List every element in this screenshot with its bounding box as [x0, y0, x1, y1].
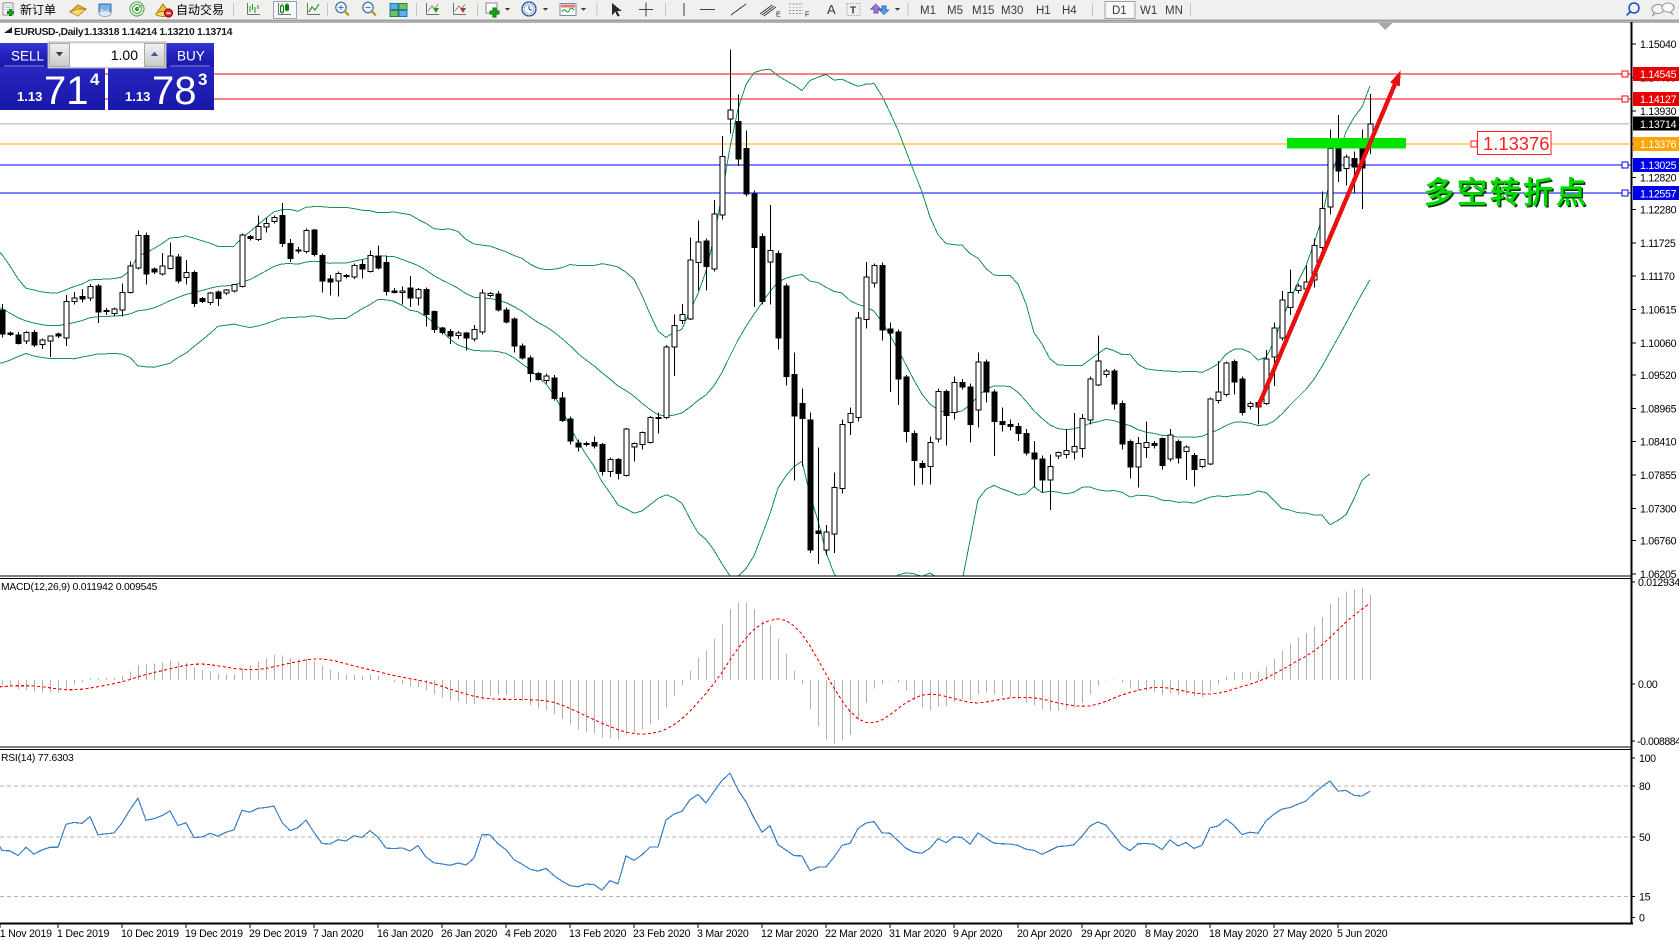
svg-text:1 Dec 2019: 1 Dec 2019 — [57, 928, 109, 940]
svg-text:1.10060: 1.10060 — [1640, 338, 1677, 350]
svg-text:SELL: SELL — [11, 49, 45, 64]
svg-text:18 May 2020: 18 May 2020 — [1209, 928, 1268, 940]
svg-text:MN: MN — [1165, 5, 1183, 17]
svg-text:1.11725: 1.11725 — [1640, 238, 1676, 250]
svg-text:1.08410: 1.08410 — [1640, 437, 1677, 449]
svg-text:1.00: 1.00 — [111, 47, 138, 63]
svg-text:E: E — [776, 12, 781, 19]
svg-text:78: 78 — [152, 69, 197, 113]
svg-text:1.13: 1.13 — [125, 89, 150, 104]
svg-text:0: 0 — [1639, 913, 1645, 925]
svg-text:15: 15 — [1639, 892, 1651, 904]
svg-text:19 Dec 2019: 19 Dec 2019 — [185, 928, 243, 940]
svg-text:自动交易: 自动交易 — [176, 2, 224, 17]
svg-text:1.06205: 1.06205 — [1640, 569, 1677, 581]
svg-text:A: A — [827, 2, 836, 17]
svg-text:BUY: BUY — [177, 49, 205, 64]
svg-text:-0.008884: -0.008884 — [1637, 736, 1679, 748]
svg-text:新订单: 新订单 — [20, 2, 56, 17]
svg-text:1.12557: 1.12557 — [1640, 188, 1677, 200]
svg-text:M5: M5 — [947, 5, 963, 17]
svg-text:EURUSD-,Daily: EURUSD-,Daily — [14, 27, 84, 38]
svg-text:3 Mar 2020: 3 Mar 2020 — [697, 928, 749, 940]
svg-text:0.012934: 0.012934 — [1638, 577, 1679, 589]
svg-text:5 Jun 2020: 5 Jun 2020 — [1337, 928, 1388, 940]
svg-text:W1: W1 — [1140, 5, 1157, 17]
svg-text:29 Apr 2020: 29 Apr 2020 — [1081, 928, 1136, 940]
svg-text:3: 3 — [198, 70, 207, 89]
svg-text:8 May 2020: 8 May 2020 — [1145, 928, 1199, 940]
svg-text:1.09520: 1.09520 — [1640, 370, 1677, 382]
svg-text:T: T — [850, 6, 856, 17]
svg-text:21 Nov 2019: 21 Nov 2019 — [0, 928, 52, 940]
svg-text:1.06760: 1.06760 — [1640, 536, 1677, 548]
svg-text:1.13318 1.14214 1.13210 1.1371: 1.13318 1.14214 1.13210 1.13714 — [84, 27, 233, 38]
svg-text:26 Jan 2020: 26 Jan 2020 — [441, 928, 497, 940]
svg-text:16 Jan 2020: 16 Jan 2020 — [377, 928, 433, 940]
svg-text:RSI(14) 77.6303: RSI(14) 77.6303 — [1, 753, 74, 764]
svg-text:1.15040: 1.15040 — [1640, 39, 1677, 51]
svg-text:7 Jan 2020: 7 Jan 2020 — [313, 928, 364, 940]
svg-text:1.14545: 1.14545 — [1640, 69, 1677, 81]
svg-text:M30: M30 — [1001, 5, 1023, 17]
svg-text:20 Apr 2020: 20 Apr 2020 — [1017, 928, 1072, 940]
svg-text:多空转折点: 多空转折点 — [1424, 177, 1589, 210]
svg-text:13 Feb 2020: 13 Feb 2020 — [569, 928, 627, 940]
svg-text:1.10615: 1.10615 — [1640, 305, 1677, 317]
svg-text:1.14127: 1.14127 — [1640, 94, 1677, 106]
svg-text:31 Mar 2020: 31 Mar 2020 — [889, 928, 947, 940]
svg-text:23 Feb 2020: 23 Feb 2020 — [633, 928, 691, 940]
svg-text:H4: H4 — [1062, 5, 1077, 17]
svg-text:1.13714: 1.13714 — [1640, 119, 1677, 131]
svg-text:D1: D1 — [1112, 5, 1127, 17]
svg-text:1.13025: 1.13025 — [1640, 160, 1677, 172]
svg-text:H1: H1 — [1036, 5, 1051, 17]
svg-text:1.13376: 1.13376 — [1640, 139, 1677, 151]
svg-text:22 Mar 2020: 22 Mar 2020 — [825, 928, 883, 940]
svg-text:50: 50 — [1639, 832, 1651, 844]
svg-text:1.07300: 1.07300 — [1640, 503, 1677, 515]
svg-text:1.13: 1.13 — [17, 89, 42, 104]
svg-text:1.08965: 1.08965 — [1640, 403, 1677, 415]
svg-text:27 May 2020: 27 May 2020 — [1273, 928, 1332, 940]
svg-text:9 Apr 2020: 9 Apr 2020 — [953, 928, 1003, 940]
svg-text:M15: M15 — [972, 5, 994, 17]
svg-text:1.12280: 1.12280 — [1640, 205, 1677, 217]
svg-text:100: 100 — [1639, 753, 1656, 765]
svg-text:1.13930: 1.13930 — [1640, 106, 1677, 118]
svg-text:1.13376: 1.13376 — [1483, 133, 1549, 154]
svg-text:F: F — [805, 12, 809, 19]
svg-text:4 Feb 2020: 4 Feb 2020 — [505, 928, 557, 940]
svg-text:10 Dec 2019: 10 Dec 2019 — [121, 928, 179, 940]
svg-text:0.00: 0.00 — [1638, 679, 1658, 691]
svg-text:MACD(12,26,9) 0.011942 0.00954: MACD(12,26,9) 0.011942 0.009545 — [1, 582, 158, 593]
svg-text:12 Mar 2020: 12 Mar 2020 — [761, 928, 819, 940]
svg-text:4: 4 — [90, 70, 100, 89]
svg-text:1.12820: 1.12820 — [1640, 172, 1677, 184]
svg-text:80: 80 — [1639, 781, 1651, 793]
svg-text:多空转折点: 多空转折点 — [1426, 179, 1591, 212]
svg-text:1.07855: 1.07855 — [1640, 470, 1677, 482]
svg-text:71: 71 — [44, 69, 89, 113]
svg-text:29 Dec 2019: 29 Dec 2019 — [249, 928, 307, 940]
svg-text:M1: M1 — [920, 5, 936, 17]
svg-text:1.11170: 1.11170 — [1640, 271, 1675, 283]
